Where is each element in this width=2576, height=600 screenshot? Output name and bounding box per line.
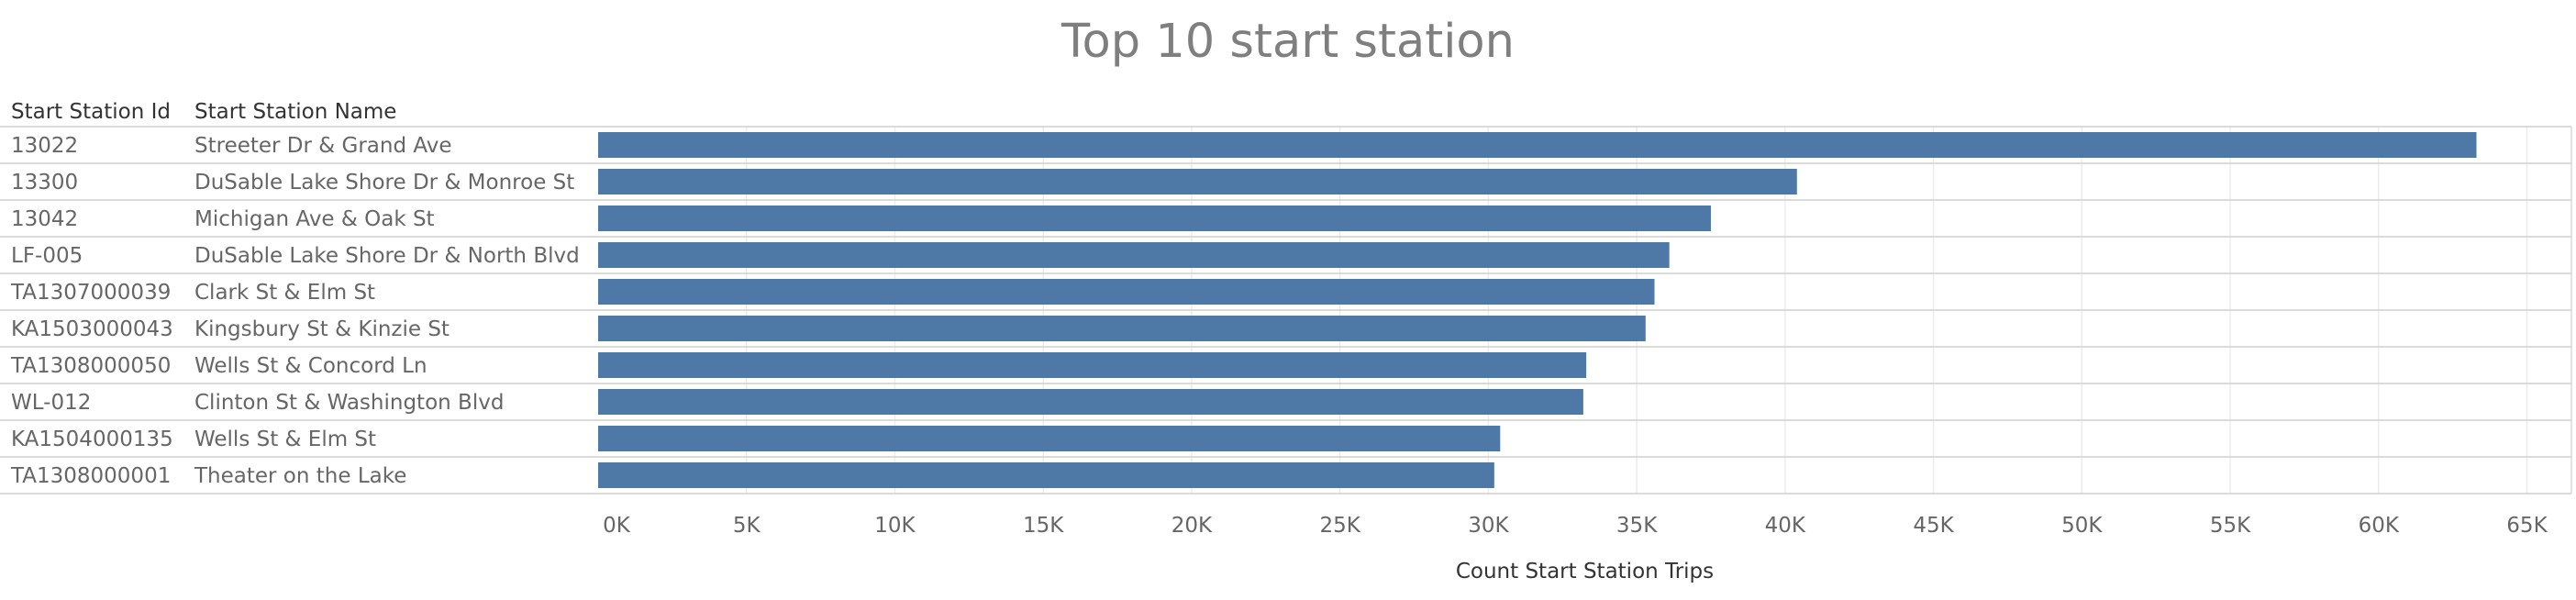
station-id-cell: WL-012 bbox=[11, 391, 91, 415]
x-axis-title: Count Start Station Trips bbox=[1456, 560, 1714, 583]
x-tick-label: 40K bbox=[1765, 514, 1806, 538]
bar bbox=[598, 352, 1587, 378]
station-name-cell: Clinton St & Washington Blvd bbox=[194, 391, 504, 415]
x-tick-label: 45K bbox=[1913, 514, 1954, 538]
station-name-cell: Michigan Ave & Oak St bbox=[194, 207, 435, 231]
x-tick-label: 5K bbox=[733, 514, 761, 538]
x-tick-label: 55K bbox=[2210, 514, 2251, 538]
station-id-cell: KA1504000135 bbox=[11, 428, 173, 451]
x-tick-label: 20K bbox=[1171, 514, 1213, 538]
station-id-cell: TA1308000050 bbox=[10, 354, 171, 378]
bar bbox=[598, 279, 1655, 305]
station-name-cell: Wells St & Concord Ln bbox=[194, 354, 427, 378]
station-name-cell: Clark St & Elm St bbox=[194, 281, 375, 305]
column-header-id: Start Station Id bbox=[11, 100, 171, 124]
station-id-cell: 13300 bbox=[11, 171, 78, 194]
station-id-cell: KA1503000043 bbox=[11, 317, 173, 341]
chart-title: Top 10 start station bbox=[1061, 15, 1515, 69]
bar bbox=[598, 169, 1797, 194]
x-tick-label: 50K bbox=[2061, 514, 2103, 538]
bar bbox=[598, 389, 1583, 415]
x-tick-label: 30K bbox=[1468, 514, 1509, 538]
x-tick-label: 60K bbox=[2359, 514, 2400, 538]
bar bbox=[598, 132, 2477, 158]
station-name-cell: DuSable Lake Shore Dr & North Blvd bbox=[194, 244, 580, 268]
station-name-cell: Streeter Dr & Grand Ave bbox=[194, 134, 452, 158]
station-name-cell: Kingsbury St & Kinzie St bbox=[194, 317, 450, 341]
x-axis: 0K 5K 10K 15K 20K 25K 30K 35K 40K 45K 50K 55K 60K 65K bbox=[603, 514, 2548, 538]
x-tick-label: 35K bbox=[1616, 514, 1658, 538]
station-id-cell: LF-005 bbox=[11, 244, 83, 268]
station-name-cell: DuSable Lake Shore Dr & Monroe St bbox=[194, 171, 574, 194]
x-tick-label: 65K bbox=[2506, 514, 2548, 538]
station-id-cell: TA1307000039 bbox=[10, 281, 171, 305]
bar bbox=[598, 206, 1711, 231]
bar bbox=[598, 242, 1670, 268]
station-table: 13022 Streeter Dr & Grand Ave 13300 DuSable… bbox=[0, 126, 2571, 494]
station-id-cell: TA1308000001 bbox=[10, 464, 171, 488]
station-name-cell: Wells St & Elm St bbox=[194, 428, 376, 451]
bar-group bbox=[598, 132, 2477, 488]
station-id-cell: 13042 bbox=[11, 207, 78, 231]
station-name-cell: Theater on the Lake bbox=[194, 464, 406, 488]
column-header-name: Start Station Name bbox=[194, 100, 396, 124]
x-tick-label: 15K bbox=[1023, 514, 1064, 538]
bar bbox=[598, 462, 1494, 488]
x-tick-label: 10K bbox=[874, 514, 916, 538]
x-tick-label: 25K bbox=[1319, 514, 1360, 538]
x-tick-label: 0K bbox=[603, 514, 631, 538]
bar bbox=[598, 316, 1646, 341]
bar bbox=[598, 426, 1501, 451]
station-id-cell: 13022 bbox=[11, 134, 78, 158]
